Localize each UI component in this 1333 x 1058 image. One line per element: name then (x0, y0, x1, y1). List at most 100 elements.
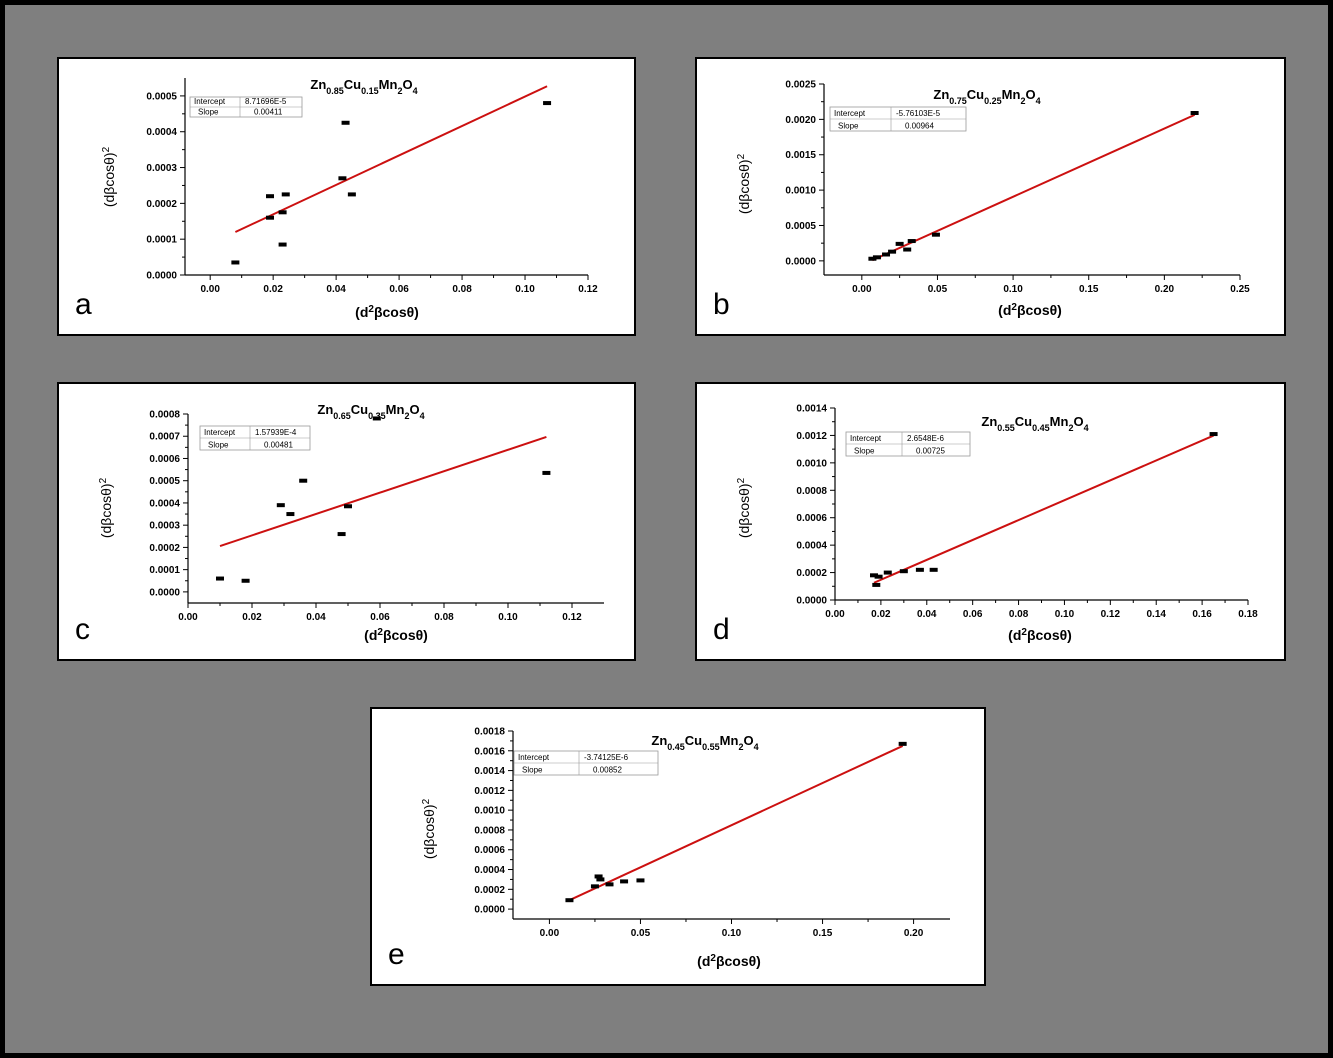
y-tick-label: 0.0000 (796, 596, 827, 607)
slope-label: Slope (522, 766, 543, 775)
x-tick-label: 0.00 (852, 284, 872, 295)
y-tick-label: 0.0001 (149, 565, 180, 576)
fit-stats-table: Intercept -3.74125E-6 Slope 0.00852 (513, 750, 659, 776)
x-tick-label: 0.05 (928, 284, 948, 295)
y-tick-label: 0.0015 (785, 150, 816, 161)
x-tick-label: 0.02 (263, 284, 283, 295)
slope-label: Slope (838, 122, 859, 131)
chart-title: Zn0.55Cu0.45Mn2O4 (981, 414, 1088, 433)
intercept-label: Intercept (194, 97, 226, 106)
fit-stats-table: Intercept 2.6548E-6 Slope 0.00725 (845, 431, 971, 457)
data-point (596, 877, 605, 882)
fit-line (873, 434, 1214, 584)
x-tick-label: 0.12 (1101, 609, 1121, 620)
panel-c: 0.00 0.02 0.04 0.06 0.08 0.10 0.12 0.0000 0.0001… (57, 382, 636, 661)
data-point (903, 247, 912, 252)
slope-label: Slope (208, 441, 229, 450)
intercept-value: 1.57939E-4 (255, 428, 297, 437)
slope-value: 0.00852 (593, 766, 622, 775)
slope-value: 0.00725 (916, 447, 945, 456)
slope-value: 0.00964 (905, 122, 934, 131)
panel-d: 0.00 0.02 0.04 0.06 0.08 0.10 0.12 0.14 0.16 0.18… (695, 382, 1286, 661)
x-tick-label: 0.06 (963, 609, 983, 620)
x-axis-label: (d2βcosθ) (364, 627, 428, 644)
intercept-label: Intercept (204, 428, 236, 437)
x-tick-label: 0.10 (722, 928, 742, 939)
x-tick-label: 0.15 (813, 928, 833, 939)
data-point (286, 512, 295, 517)
data-point (338, 176, 347, 181)
y-tick-label: 0.0012 (474, 786, 505, 797)
y-tick-label: 0.0005 (146, 91, 177, 102)
x-tick-label: 0.10 (498, 612, 518, 623)
axes: 0.00 0.05 0.10 0.15 0.20 0.25 0.0000 0.0005 0.00… (785, 80, 1250, 296)
y-tick-label: 0.0016 (474, 746, 505, 757)
intercept-label: Intercept (518, 753, 550, 762)
y-tick-label: 0.0003 (146, 163, 177, 174)
data-point (872, 582, 881, 587)
data-point (344, 504, 352, 509)
data-point (266, 194, 275, 199)
y-tick-label: 0.0007 (149, 432, 180, 443)
y-tick-label: 0.0014 (796, 404, 827, 415)
chart-title: Zn0.85Cu0.15Mn2O4 (310, 77, 417, 96)
slope-value: 0.00481 (264, 441, 293, 450)
chart-b: 0.00 0.05 0.10 0.15 0.20 0.25 0.0000 0.0005 0.00… (736, 80, 1251, 319)
x-tick-label: 0.08 (434, 612, 454, 623)
panel-b: 0.00 0.05 0.10 0.15 0.20 0.25 0.0000 0.0005 0.00… (695, 57, 1286, 336)
x-tick-label: 0.02 (242, 612, 262, 623)
y-tick-label: 0.0002 (149, 543, 180, 554)
chart-d: 0.00 0.02 0.04 0.06 0.08 0.10 0.12 0.14 0.16 0.18… (736, 404, 1259, 644)
y-tick-label: 0.0005 (785, 221, 816, 232)
panel-letter-c: c (75, 613, 90, 646)
y-tick-label: 0.0004 (474, 865, 505, 876)
data-point (590, 884, 599, 889)
data-point (883, 570, 892, 575)
y-tick-label: 0.0006 (149, 454, 180, 465)
x-tick-label: 0.12 (562, 612, 582, 623)
panel-letter-a: a (75, 288, 92, 321)
data-point (888, 249, 897, 254)
data-points (870, 432, 1218, 587)
panel-letter-e: e (388, 938, 405, 971)
fit-stats-table: Intercept -5.76103E-5 Slope 0.00964 (829, 106, 967, 132)
fit-line (234, 85, 548, 233)
x-tick-label: 0.06 (389, 284, 409, 295)
y-tick-label: 0.0002 (146, 199, 177, 210)
data-point (882, 252, 891, 257)
chart-e: 0.00 0.05 0.10 0.15 0.20 0.0000 0.0002 0.0004 0.… (421, 727, 950, 970)
y-tick-label: 0.0003 (149, 521, 180, 532)
y-tick-label: 0.0020 (785, 115, 816, 126)
x-tick-label: 0.10 (1055, 609, 1075, 620)
y-axis-label: (dβcosθ)2 (736, 477, 753, 538)
chart-title: Zn0.45Cu0.55Mn2O4 (651, 733, 758, 752)
x-tick-label: 0.06 (370, 612, 390, 623)
data-point (347, 192, 356, 197)
chart-c: 0.00 0.02 0.04 0.06 0.08 0.10 0.12 0.0000 0.0001… (98, 402, 604, 644)
intercept-value: -5.76103E-5 (896, 109, 941, 118)
y-tick-label: 0.0008 (149, 410, 180, 421)
data-point (872, 255, 881, 260)
intercept-value: 8.71696E-5 (245, 97, 287, 106)
fit-stats-table: Intercept 8.71696E-5 Slope 0.00411 (189, 96, 303, 118)
x-tick-label: 0.04 (326, 284, 346, 295)
y-tick-label: 0.0008 (796, 486, 827, 497)
chart-title: Zn0.65Cu0.35Mn2O4 (317, 402, 424, 421)
y-tick-label: 0.0006 (474, 845, 505, 856)
x-tick-label: 0.00 (825, 609, 845, 620)
x-tick-label: 0.10 (515, 284, 535, 295)
data-point (216, 576, 224, 581)
data-point (620, 879, 629, 884)
y-axis-label: (dβcosθ)2 (98, 477, 115, 538)
intercept-value: 2.6548E-6 (907, 434, 944, 443)
y-tick-label: 0.0000 (149, 587, 180, 598)
data-point (605, 882, 614, 887)
intercept-value: -3.74125E-6 (584, 753, 629, 762)
y-tick-label: 0.0014 (474, 766, 505, 777)
x-axis-label: (d2βcosθ) (697, 953, 761, 970)
x-tick-label: 0.04 (306, 612, 326, 623)
axes: 0.00 0.02 0.04 0.06 0.08 0.10 0.12 0.0000 0.0001… (146, 78, 598, 295)
y-axis-label: (dβcosθ)2 (101, 146, 118, 207)
x-tick-label: 0.15 (1079, 284, 1099, 295)
y-axis-label: (dβcosθ)2 (421, 798, 438, 859)
